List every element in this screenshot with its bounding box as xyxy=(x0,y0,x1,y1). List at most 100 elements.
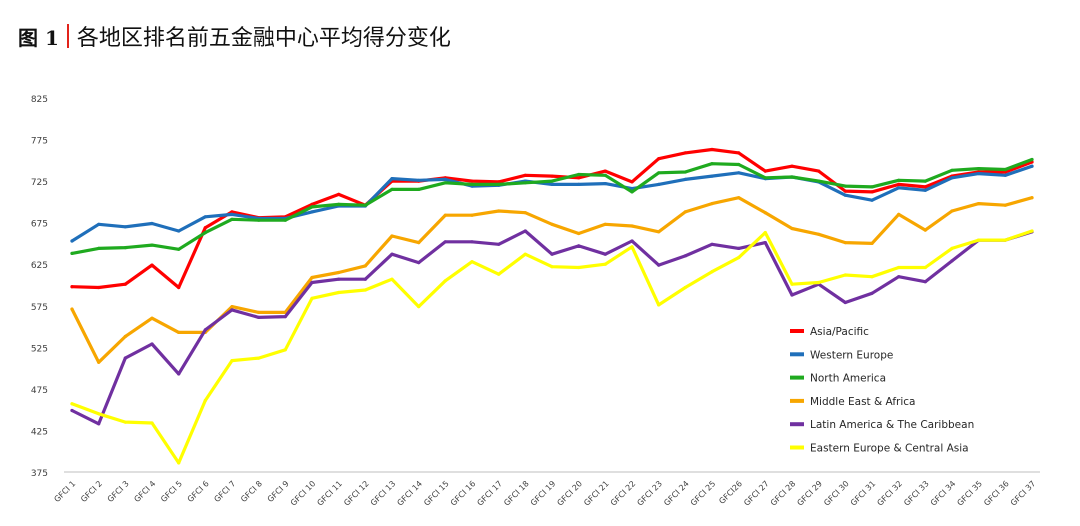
data-point xyxy=(230,359,234,363)
data-point xyxy=(390,277,394,281)
data-point xyxy=(763,231,767,235)
data-point xyxy=(923,280,927,284)
x-tick-label: GFCI 29 xyxy=(795,479,824,508)
data-point xyxy=(897,275,901,279)
x-tick-label: GFCI 30 xyxy=(822,479,851,508)
data-point xyxy=(310,280,314,285)
x-tick-label: GFCI 7 xyxy=(212,479,237,504)
data-point xyxy=(70,402,74,406)
data-point xyxy=(603,173,607,177)
x-tick-label: GFCI26 xyxy=(717,479,744,506)
data-point xyxy=(710,174,714,178)
data-point xyxy=(390,252,394,256)
data-point xyxy=(683,170,687,174)
data-point xyxy=(363,203,367,207)
data-point xyxy=(230,217,234,221)
data-point xyxy=(657,263,661,267)
data-point xyxy=(923,179,927,183)
data-point xyxy=(97,285,101,290)
data-point xyxy=(310,275,314,280)
data-point xyxy=(763,211,767,215)
data-point xyxy=(230,305,234,309)
data-point xyxy=(1030,229,1034,233)
x-tick-label: GFCI 1 xyxy=(52,479,77,504)
data-point xyxy=(70,239,74,243)
y-tick-label: 625 xyxy=(31,261,48,271)
data-point xyxy=(470,213,474,217)
x-tick-label: GFCI 34 xyxy=(929,479,958,508)
data-point xyxy=(70,285,74,289)
data-point xyxy=(710,202,714,206)
x-tick-label: GFCI 21 xyxy=(582,479,611,508)
data-point xyxy=(337,270,341,275)
data-point xyxy=(443,181,447,185)
data-point xyxy=(577,176,581,180)
data-point xyxy=(657,182,661,186)
data-point xyxy=(230,210,234,214)
series-line-4 xyxy=(70,229,1034,426)
data-point xyxy=(843,184,847,188)
data-point xyxy=(603,252,607,256)
title-separator xyxy=(66,24,69,48)
x-tick-label: GFCI 16 xyxy=(449,479,478,508)
data-point xyxy=(763,241,767,245)
data-point xyxy=(310,205,314,209)
data-point xyxy=(897,186,901,190)
data-point xyxy=(683,151,687,155)
x-tick-label: GFCI 4 xyxy=(132,479,157,504)
data-point xyxy=(550,179,554,183)
data-point xyxy=(123,246,127,250)
data-point xyxy=(150,243,154,247)
data-point xyxy=(897,182,901,186)
x-tick-label: GFCI 6 xyxy=(186,479,211,504)
data-point xyxy=(603,262,607,266)
data-point xyxy=(70,251,74,255)
data-point xyxy=(710,162,714,166)
y-tick-label: 775 xyxy=(31,137,48,147)
data-point xyxy=(1003,167,1007,172)
x-tick-label: GFCI 32 xyxy=(875,479,904,508)
data-point xyxy=(870,241,874,245)
x-tick-label: GFCI 37 xyxy=(1009,479,1038,508)
data-point xyxy=(817,179,821,183)
x-tick-label: GFCI 24 xyxy=(662,479,691,508)
data-point xyxy=(870,275,874,279)
data-point xyxy=(337,290,341,295)
data-point xyxy=(630,180,634,184)
data-point xyxy=(523,229,527,233)
data-point xyxy=(977,238,981,242)
data-point xyxy=(497,242,501,246)
data-point xyxy=(1030,196,1034,200)
series-lines xyxy=(70,147,1034,465)
data-point xyxy=(363,277,367,281)
x-tick-label: GFCI 3 xyxy=(106,479,131,504)
data-point xyxy=(710,270,714,274)
data-point xyxy=(843,189,847,193)
data-point xyxy=(123,356,127,360)
data-point xyxy=(1030,157,1034,162)
x-tick-label: GFCI 9 xyxy=(266,479,291,504)
data-point xyxy=(203,215,207,219)
data-point xyxy=(577,172,581,177)
data-point xyxy=(977,202,981,206)
data-point xyxy=(150,421,154,425)
data-point xyxy=(923,265,927,270)
data-point xyxy=(843,241,847,245)
data-point xyxy=(550,174,554,178)
data-point xyxy=(177,285,181,290)
data-point xyxy=(790,164,794,168)
data-point xyxy=(523,211,527,215)
data-point xyxy=(630,245,634,249)
x-tick-label: GFCI 12 xyxy=(342,479,371,508)
data-point xyxy=(977,172,981,176)
data-point xyxy=(657,303,661,307)
data-point xyxy=(950,246,954,250)
data-point xyxy=(630,239,634,243)
data-point xyxy=(550,265,554,269)
y-tick-label: 525 xyxy=(31,344,48,354)
data-point xyxy=(97,222,101,226)
data-point xyxy=(523,181,527,185)
data-point xyxy=(417,241,421,245)
data-point xyxy=(763,176,767,180)
x-tick-label: GFCI 17 xyxy=(475,479,504,508)
